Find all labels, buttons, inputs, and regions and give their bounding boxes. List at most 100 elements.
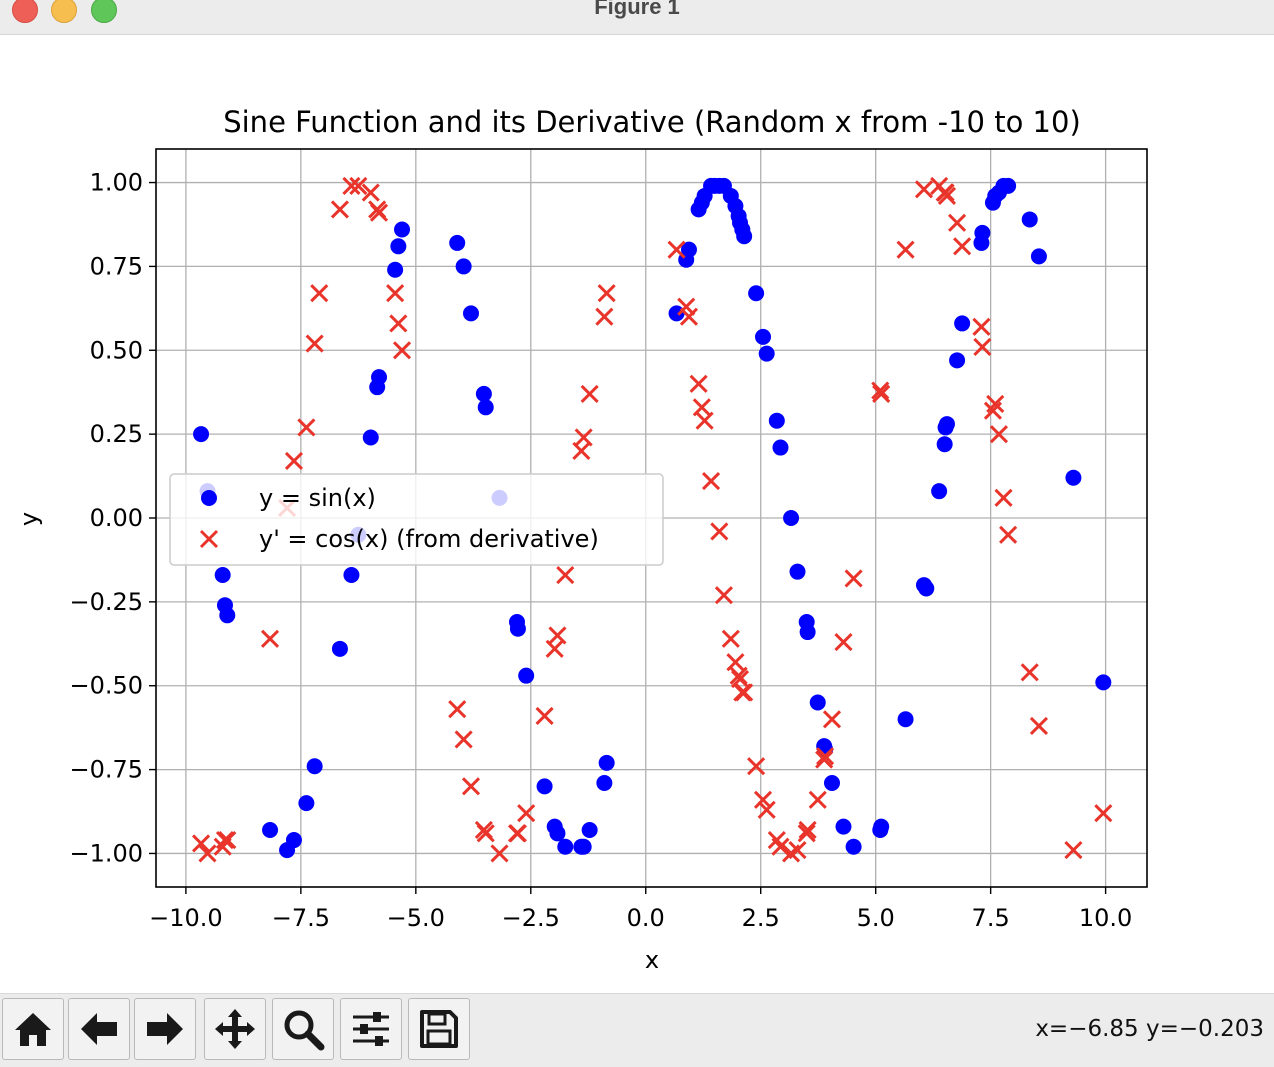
cos-data-point: [215, 830, 235, 850]
sin-data-point: [823, 775, 840, 792]
cos-data-point: [476, 824, 495, 843]
cos-data-point: [297, 418, 316, 437]
close-window-button[interactable]: [12, 0, 38, 23]
sin-data-point: [845, 838, 862, 855]
sin-data-point: [394, 221, 411, 238]
cos-data-point: [816, 747, 835, 766]
legend-label-sin: y = sin(x): [259, 484, 376, 512]
x-tick-label: 5.0: [857, 904, 895, 932]
cos-data-point: [788, 841, 807, 860]
cos-data-point: [798, 820, 817, 840]
sin-data-point: [536, 778, 553, 795]
chart-title: Sine Function and its Derivative (Random…: [223, 105, 1081, 139]
x-tick-label: 7.5: [972, 904, 1010, 932]
cursor-coordinates-readout: x=−6.85 y=−0.203: [1035, 1016, 1264, 1042]
pan-button[interactable]: [204, 998, 266, 1060]
configure-subplots-button[interactable]: [340, 998, 402, 1060]
cos-data-point: [535, 706, 554, 725]
x-tick-label: 10.0: [1079, 904, 1132, 932]
minimize-window-button[interactable]: [51, 0, 77, 23]
sin-data-point: [1030, 248, 1047, 265]
sin-data-point: [918, 580, 935, 597]
navigation-toolbar: x=−6.85 y=−0.203: [0, 993, 1274, 1067]
cos-data-point: [386, 284, 405, 303]
sin-data-point: [214, 567, 231, 584]
sin-data-point: [936, 436, 953, 453]
y-tick-label: 0.75: [90, 252, 143, 280]
sin-data-point: [509, 620, 526, 637]
x-axis-label: x: [645, 946, 659, 974]
cos-data-point: [667, 240, 686, 259]
maximize-window-button[interactable]: [91, 0, 117, 23]
legend: y = sin(x) y' = cos(x) (from derivative): [169, 473, 664, 566]
zoom-button[interactable]: [272, 998, 334, 1060]
y-tick-label: 0.25: [90, 420, 143, 448]
cos-data-point: [677, 297, 696, 316]
sin-data-point: [809, 694, 826, 711]
cos-data-point: [508, 824, 527, 843]
sin-data-point: [475, 385, 492, 402]
cos-data-point: [695, 411, 714, 430]
sin-data-point: [463, 305, 480, 322]
cos-data-point: [994, 488, 1013, 507]
sin-data-point: [768, 412, 785, 429]
y-axis-ticks: 1.00 0.75 0.50 0.25 0.00 −0.25 −0.50 −0.75 −1.00: [69, 169, 156, 867]
cos-data-point: [797, 824, 816, 843]
figure-canvas[interactable]: −10.0 −7.5 −5.0 −2.5 0.0 2.5 5.0 7.5 10.0 1.00 0.…: [0, 35, 1274, 993]
cos-data-point: [679, 307, 699, 326]
sin-data-point: [331, 640, 348, 657]
sin-data-point: [449, 234, 466, 251]
y-tick-label: −0.25: [69, 588, 143, 616]
window-title: Figure 1: [594, 0, 680, 19]
cos-data-point: [726, 653, 745, 672]
cos-data-point: [1020, 663, 1039, 682]
sin-data-point: [783, 510, 800, 526]
sin-data-point: [1000, 177, 1017, 194]
cos-data-point: [753, 790, 773, 809]
back-button[interactable]: [68, 998, 130, 1060]
cos-data-point: [595, 307, 614, 326]
cos-data-point: [192, 834, 211, 853]
forward-arrow-icon: [147, 1013, 183, 1045]
legend-box: [169, 473, 664, 566]
cos-data-point: [972, 317, 991, 336]
cos-data-point: [545, 639, 564, 658]
cos-data-point: [999, 525, 1018, 544]
cos-data-point: [490, 844, 509, 863]
sin-data-point: [1065, 469, 1082, 486]
y-tick-label: 1.00: [90, 169, 143, 197]
cos-data-point: [580, 384, 599, 403]
home-icon: [15, 1013, 51, 1046]
x-axis-ticks: −10.0 −7.5 −5.0 −2.5 0.0 2.5 5.0 7.5 10.0: [149, 887, 1132, 932]
forward-button[interactable]: [134, 998, 196, 1060]
save-button[interactable]: [408, 998, 470, 1060]
sin-data-point: [1021, 211, 1038, 228]
cos-data-point: [973, 337, 992, 356]
sin-data-point: [931, 483, 948, 500]
cos-data-point: [389, 314, 408, 333]
cos-data-point: [896, 240, 915, 259]
cos-data-point: [597, 284, 616, 303]
legend-marker-sin: [201, 490, 217, 506]
x-tick-label: 2.5: [742, 904, 780, 932]
cos-data-point: [714, 586, 733, 605]
sin-data-point: [736, 228, 753, 245]
cos-data-point: [284, 451, 304, 471]
back-arrow-icon: [81, 1013, 117, 1045]
cos-data-point: [305, 334, 324, 353]
sin-data-point: [518, 667, 535, 684]
cos-data-point: [548, 626, 567, 645]
x-tick-label: −7.5: [272, 904, 330, 932]
legend-marker-cos: [199, 529, 219, 549]
sin-data-point: [954, 315, 971, 332]
cos-data-point: [448, 700, 467, 719]
sin-data-point: [298, 795, 315, 812]
legend-label-cos: y' = cos(x) (from derivative): [259, 525, 599, 553]
home-button[interactable]: [2, 998, 64, 1060]
x-tick-label: 0.0: [627, 904, 665, 932]
y-axis-label: y: [15, 512, 43, 526]
cos-data-point: [808, 790, 827, 809]
y-tick-label: 0.00: [90, 504, 143, 532]
cos-data-point: [361, 183, 380, 202]
cos-data-point: [454, 730, 473, 749]
